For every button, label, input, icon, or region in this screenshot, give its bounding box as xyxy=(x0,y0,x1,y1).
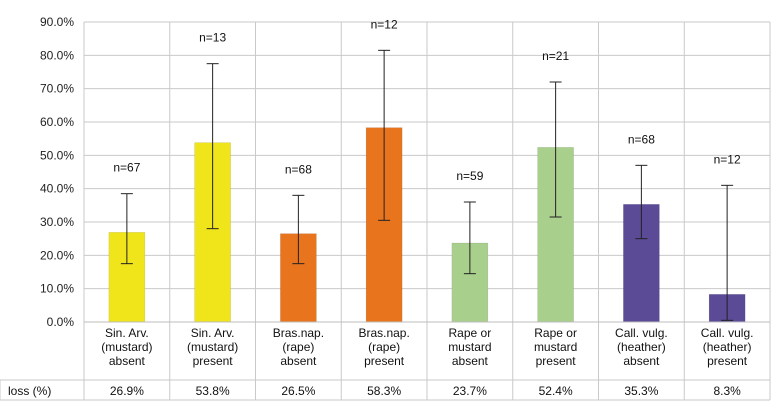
table-value: 53.8% xyxy=(196,384,230,398)
table-row-label: loss (%) xyxy=(8,384,51,398)
y-tick-label: 0.0% xyxy=(47,315,75,329)
table-value: 35.3% xyxy=(624,384,658,398)
error-bar xyxy=(206,63,219,230)
n-label: n=68 xyxy=(628,132,655,146)
category-label: Rape or xyxy=(449,326,492,340)
y-tick-label: 40.0% xyxy=(40,182,74,196)
category-label: absent xyxy=(623,354,660,368)
category-label: (rape) xyxy=(282,340,314,354)
n-label: n=67 xyxy=(113,161,140,175)
n-label: n=59 xyxy=(456,169,483,183)
category-label: present xyxy=(707,354,748,368)
table-value: 8.3% xyxy=(713,384,741,398)
category-label: (mustard) xyxy=(187,340,238,354)
error-bar xyxy=(120,193,133,265)
category-label: (mustard) xyxy=(101,340,152,354)
y-tick-label: 50.0% xyxy=(40,148,74,162)
n-label: n=12 xyxy=(714,152,741,166)
bar xyxy=(108,232,146,323)
y-tick-label: 80.0% xyxy=(40,48,74,62)
y-tick-label: 30.0% xyxy=(40,215,74,229)
category-label: present xyxy=(536,354,577,368)
table-value: 58.3% xyxy=(367,384,401,398)
n-label: n=13 xyxy=(199,31,226,45)
error-bar xyxy=(292,194,305,265)
table-value: 23.7% xyxy=(453,384,487,398)
error-bar xyxy=(549,81,562,218)
category-label: (heather) xyxy=(703,340,752,354)
category-label: Sin. Arv. xyxy=(191,326,235,340)
y-tick-label: 60.0% xyxy=(40,115,74,129)
table-value: 52.4% xyxy=(539,384,573,398)
n-label: n=21 xyxy=(542,49,569,63)
error-bar xyxy=(378,49,391,221)
category-label: Call. vulg. xyxy=(701,326,754,340)
y-tick-label: 20.0% xyxy=(40,248,74,262)
category-label: Sin. Arv. xyxy=(105,326,149,340)
category-label: mustard xyxy=(448,340,491,354)
y-tick-label: 10.0% xyxy=(40,282,74,296)
table-value: 26.9% xyxy=(110,384,144,398)
category-label: mustard xyxy=(534,340,577,354)
category-label: Bras.nap. xyxy=(358,326,409,340)
table-value: 26.5% xyxy=(281,384,315,398)
category-label: absent xyxy=(452,354,489,368)
category-label: present xyxy=(364,354,405,368)
error-bar xyxy=(463,201,476,275)
n-label: n=12 xyxy=(371,17,398,31)
y-tick-label: 70.0% xyxy=(40,82,74,96)
category-label: (rape) xyxy=(368,340,400,354)
y-tick-label: 90.0% xyxy=(40,15,74,29)
error-bar xyxy=(635,164,648,240)
category-label: absent xyxy=(109,354,146,368)
error-bar xyxy=(721,184,734,321)
category-label: present xyxy=(193,354,234,368)
category-label: absent xyxy=(280,354,317,368)
category-label: (heather) xyxy=(617,340,666,354)
category-label: Call. vulg. xyxy=(615,326,668,340)
category-label: Bras.nap. xyxy=(273,326,324,340)
category-label: Rape or xyxy=(534,326,577,340)
n-label: n=68 xyxy=(285,162,312,176)
